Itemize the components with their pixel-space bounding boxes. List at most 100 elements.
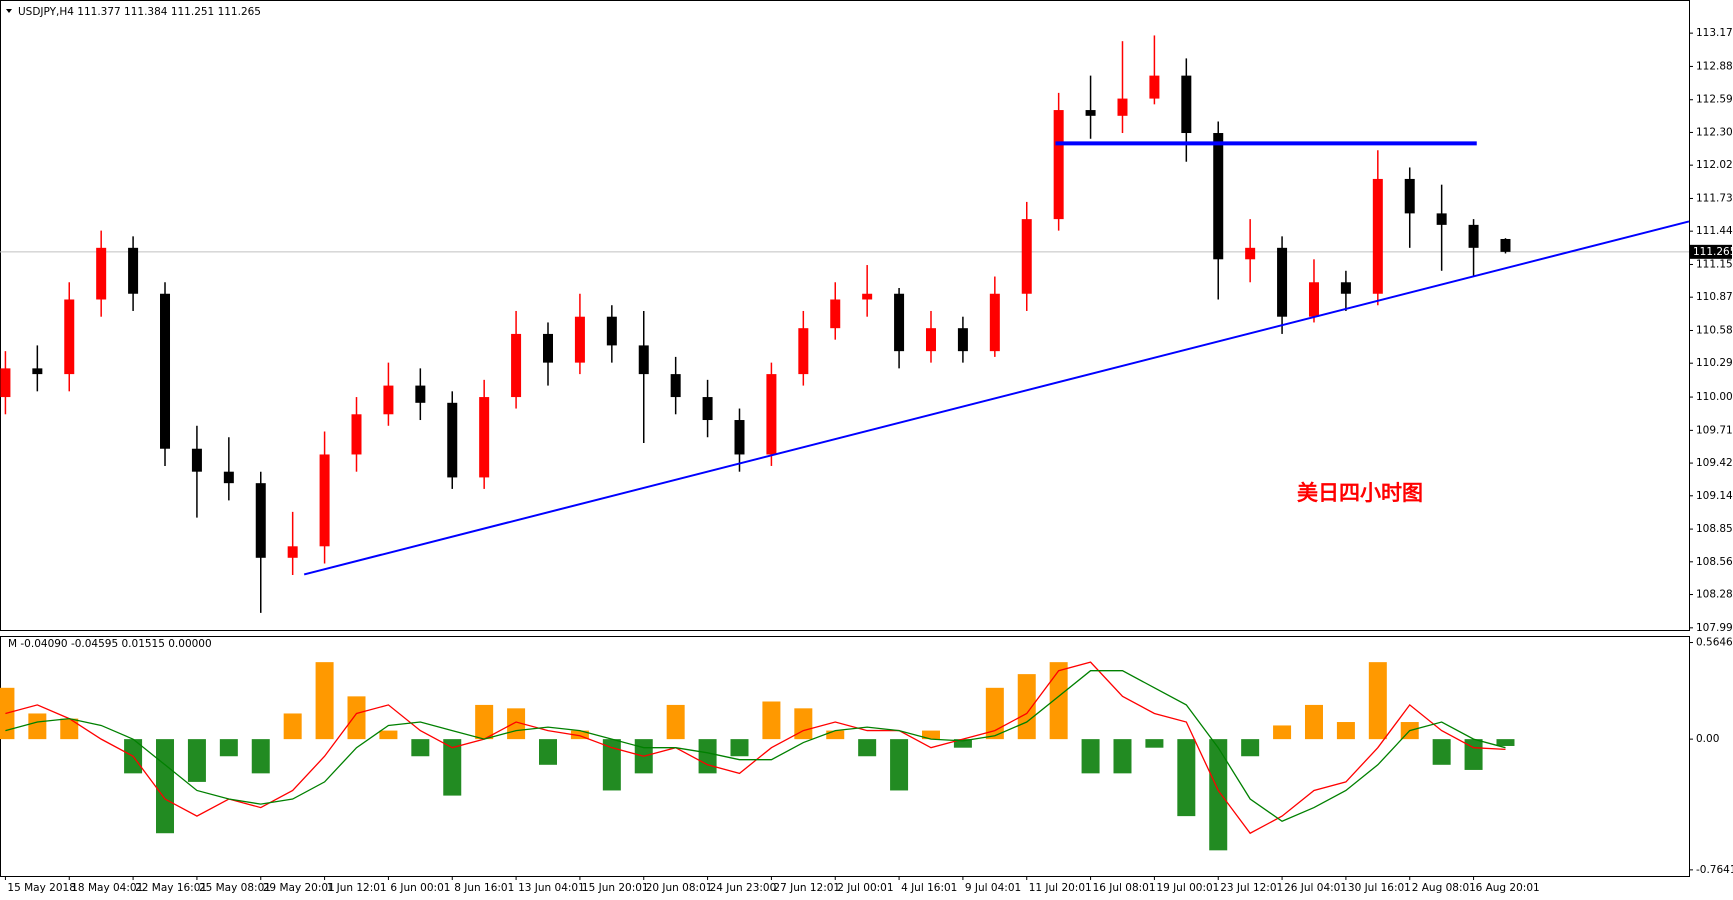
x-tick-label: 19 Jul 00:01 — [1156, 882, 1219, 894]
y-tick-label: 111.445 — [1696, 225, 1733, 237]
candle-body — [511, 333, 522, 398]
candle-body — [1404, 178, 1415, 214]
y-tick-label: 109.710 — [1696, 424, 1733, 436]
candle-body — [542, 333, 553, 363]
main-frame — [0, 0, 1690, 631]
candle-body — [1372, 178, 1383, 294]
histogram-bar — [219, 739, 238, 757]
histogram-bar — [1113, 739, 1132, 774]
x-tick-label: 8 Jun 16:01 — [454, 882, 514, 894]
x-tick-label: 20 Jun 08:01 — [646, 882, 713, 894]
histogram-bar — [443, 739, 462, 796]
histogram-bar — [953, 739, 972, 748]
y-tick-label: 0.00 — [1696, 733, 1719, 745]
candle-body — [830, 299, 841, 329]
candle-body — [447, 402, 458, 478]
candle-body — [606, 316, 617, 346]
candle-body — [798, 328, 809, 375]
histogram-bar — [1145, 739, 1164, 748]
y-tick-label: 110.580 — [1696, 324, 1733, 336]
y-tick-label: 110.870 — [1696, 291, 1733, 303]
x-tick-label: 4 Jul 16:01 — [901, 882, 957, 894]
y-tick-label: 112.020 — [1696, 159, 1733, 171]
y-tick-label: -0.76414 — [1696, 864, 1733, 876]
histogram-bar — [411, 739, 430, 757]
candle-body — [479, 397, 490, 478]
x-tick-label: 26 Jul 04:01 — [1284, 882, 1347, 894]
histogram-bar — [602, 739, 621, 791]
candle-body — [1500, 238, 1511, 252]
histogram-bar — [1432, 739, 1451, 765]
candle-body — [1340, 282, 1351, 294]
histogram-bar — [1241, 739, 1260, 757]
y-tick-label: 112.305 — [1696, 126, 1733, 138]
histogram-bar — [1209, 739, 1228, 851]
histogram-bar — [1177, 739, 1196, 817]
candle-body — [287, 546, 298, 558]
histogram-bar — [60, 718, 79, 740]
x-tick-label: 15 Jun 20:01 — [582, 882, 649, 894]
x-tick-label: 18 May 04:01 — [71, 882, 143, 894]
candle-body — [1117, 98, 1128, 116]
x-tick-label: 27 Jun 12:01 — [773, 882, 840, 894]
histogram-bar — [187, 739, 206, 782]
candle-body — [766, 374, 777, 455]
histogram-bar — [730, 739, 749, 757]
y-tick-label: 107.990 — [1696, 622, 1733, 634]
candle-body — [1277, 247, 1288, 317]
last-price-label: 111.265 — [1693, 246, 1733, 258]
chart-title: USDJPY,H4 111.377 111.384 111.251 111.26… — [18, 6, 261, 18]
histogram-bar — [347, 696, 366, 740]
histogram-bar — [28, 713, 47, 740]
candle-body — [957, 328, 968, 352]
y-tick-label: 111.730 — [1696, 192, 1733, 204]
candle-body — [1085, 110, 1096, 116]
annotation: 美日四小时图 — [1297, 481, 1423, 505]
x-tick-label: 1 Jun 12:01 — [327, 882, 387, 894]
candle-body — [128, 247, 139, 294]
candle-body — [1213, 133, 1224, 260]
indicator-title: M -0.04090 -0.04595 0.01515 0.00000 — [8, 638, 212, 650]
x-tick-label: 11 Jul 20:01 — [1029, 882, 1092, 894]
histogram-bar — [826, 730, 845, 740]
candle-body — [160, 293, 171, 449]
histogram-bar — [890, 739, 909, 791]
candle-body — [734, 420, 745, 455]
y-tick-label: 108.565 — [1696, 556, 1733, 568]
y-tick-label: 108.280 — [1696, 589, 1733, 601]
candle-body — [574, 316, 585, 363]
histogram-bar — [985, 687, 1004, 740]
histogram-bar — [794, 708, 813, 740]
x-tick-label: 2 Aug 08:01 — [1412, 882, 1476, 894]
histogram-bar — [156, 739, 175, 834]
candle-body — [64, 299, 75, 375]
histogram-bar — [251, 739, 270, 774]
histogram-bar — [666, 704, 685, 740]
signal-line — [5, 670, 1506, 822]
histogram-bar — [1368, 662, 1387, 740]
candle-body — [0, 368, 11, 398]
histogram-bar — [858, 739, 877, 757]
candle-body — [702, 397, 713, 421]
candle-body — [862, 293, 873, 300]
drawn-line — [303, 220, 1690, 576]
y-tick-label: 112.880 — [1696, 60, 1733, 72]
histogram-bar — [379, 730, 398, 740]
last-price-box — [1690, 244, 1732, 259]
indicator-frame — [0, 636, 1690, 877]
candle-body — [255, 483, 266, 558]
histogram-bar — [283, 713, 302, 740]
y-tick-label: 111.155 — [1696, 258, 1733, 270]
candle-body — [191, 448, 202, 472]
y-tick-label: 108.850 — [1696, 523, 1733, 535]
histogram-bar — [315, 662, 334, 740]
histogram-bar — [762, 701, 781, 740]
histogram-bar — [1273, 725, 1292, 740]
histogram-bar — [1496, 739, 1515, 746]
candle-body — [383, 385, 394, 415]
y-tick-label: 109.140 — [1696, 490, 1733, 502]
candle-body — [1436, 213, 1447, 225]
candle-body — [1149, 75, 1160, 99]
histogram-bar — [475, 704, 494, 740]
